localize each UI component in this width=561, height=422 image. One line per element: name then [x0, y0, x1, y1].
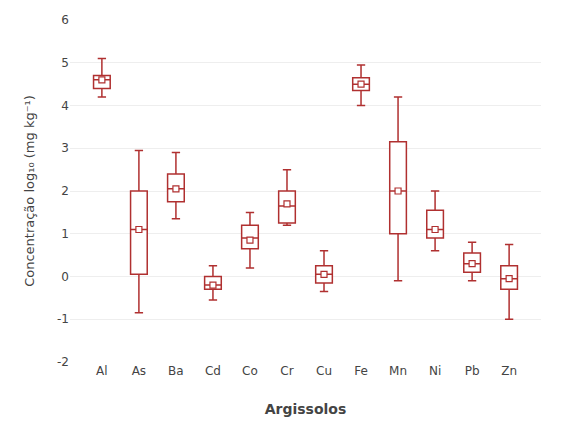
svg-text:Argissolos: Argissolos — [265, 401, 347, 417]
svg-text:Fe: Fe — [354, 364, 368, 378]
svg-text:Cr: Cr — [280, 364, 293, 378]
svg-text:Co: Co — [242, 364, 258, 378]
svg-text:Concentração log₁₀ (mg kg⁻¹): Concentração log₁₀ (mg kg⁻¹) — [22, 95, 37, 287]
svg-text:Cu: Cu — [316, 364, 332, 378]
svg-text:Ni: Ni — [429, 364, 441, 378]
svg-text:1: 1 — [61, 227, 69, 241]
svg-text:Mn: Mn — [389, 364, 407, 378]
svg-text:6: 6 — [61, 13, 69, 27]
svg-text:Ba: Ba — [168, 364, 184, 378]
svg-text:As: As — [132, 364, 146, 378]
svg-text:Pb: Pb — [465, 364, 480, 378]
svg-text:Zn: Zn — [501, 364, 517, 378]
svg-text:5: 5 — [61, 56, 69, 70]
svg-text:4: 4 — [61, 99, 69, 113]
svg-text:Cd: Cd — [205, 364, 221, 378]
svg-text:Al: Al — [96, 364, 108, 378]
svg-text:3: 3 — [61, 141, 69, 155]
svg-text:0: 0 — [61, 270, 69, 284]
svg-text:-1: -1 — [57, 312, 69, 326]
svg-text:2: 2 — [61, 184, 69, 198]
svg-text:-2: -2 — [57, 355, 69, 369]
